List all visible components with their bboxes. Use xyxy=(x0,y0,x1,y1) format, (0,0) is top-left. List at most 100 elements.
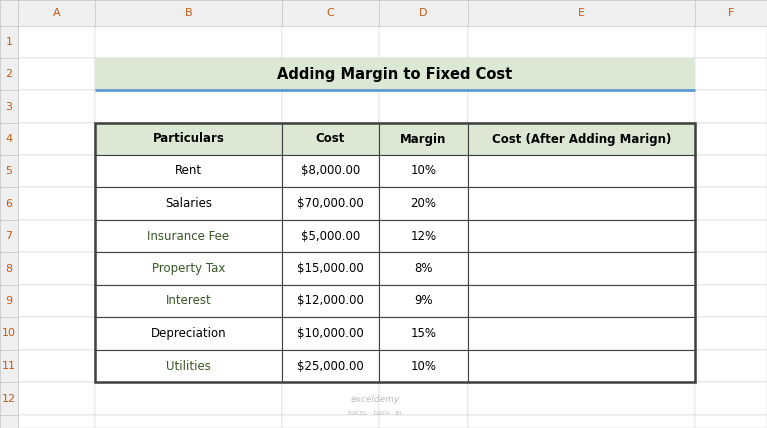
Bar xyxy=(468,187,695,220)
Bar xyxy=(0,285,18,317)
Text: $15,000.00: $15,000.00 xyxy=(297,262,364,275)
Bar xyxy=(379,187,468,220)
Text: E: E xyxy=(578,8,585,18)
Bar xyxy=(379,285,468,317)
Bar xyxy=(695,26,767,58)
Bar xyxy=(95,58,282,90)
Text: Adding Margin to Fixed Cost: Adding Margin to Fixed Cost xyxy=(278,66,512,81)
Bar xyxy=(95,0,282,26)
Text: Rent: Rent xyxy=(175,164,202,178)
Bar xyxy=(0,123,18,155)
Bar xyxy=(468,58,695,90)
Bar xyxy=(18,155,95,187)
Text: 8%: 8% xyxy=(414,262,433,275)
Bar xyxy=(468,90,695,123)
Bar xyxy=(695,415,767,428)
Bar xyxy=(282,58,379,90)
Text: 12: 12 xyxy=(2,393,16,404)
Bar xyxy=(95,220,282,252)
Text: C: C xyxy=(327,8,334,18)
Bar xyxy=(379,252,468,285)
Text: $8,000.00: $8,000.00 xyxy=(301,164,360,178)
Text: 10: 10 xyxy=(2,329,16,339)
Bar xyxy=(0,0,18,26)
Bar xyxy=(282,317,379,350)
Text: 11: 11 xyxy=(2,361,16,371)
Bar xyxy=(695,0,767,26)
Text: 10%: 10% xyxy=(410,360,436,372)
Bar xyxy=(18,317,95,350)
Bar xyxy=(468,285,695,317)
Bar xyxy=(0,382,18,415)
Bar xyxy=(95,187,282,220)
Bar xyxy=(379,155,468,187)
Bar xyxy=(18,58,95,90)
Bar xyxy=(282,350,379,382)
Text: Cost: Cost xyxy=(316,133,345,146)
Bar xyxy=(0,155,18,187)
Bar xyxy=(0,187,18,220)
Text: $70,000.00: $70,000.00 xyxy=(297,197,364,210)
Bar xyxy=(95,123,282,155)
Bar xyxy=(695,220,767,252)
Text: 15%: 15% xyxy=(410,327,436,340)
Text: 20%: 20% xyxy=(410,197,436,210)
Bar xyxy=(282,155,379,187)
Bar xyxy=(468,0,695,26)
Bar xyxy=(95,90,282,123)
Text: Margin: Margin xyxy=(400,133,446,146)
Text: $12,000.00: $12,000.00 xyxy=(297,294,364,307)
Bar xyxy=(95,285,282,317)
Text: 5: 5 xyxy=(5,166,12,176)
Bar xyxy=(379,350,468,382)
Bar xyxy=(95,382,282,415)
Text: Depreciation: Depreciation xyxy=(150,327,226,340)
Bar xyxy=(695,382,767,415)
Bar xyxy=(95,350,282,382)
Text: D: D xyxy=(420,8,428,18)
Bar xyxy=(282,382,379,415)
Bar xyxy=(282,252,379,285)
Bar xyxy=(282,187,379,220)
Bar xyxy=(379,123,468,155)
Bar xyxy=(18,0,95,26)
Bar xyxy=(0,415,18,428)
Text: $25,000.00: $25,000.00 xyxy=(297,360,364,372)
Text: Utilities: Utilities xyxy=(166,360,211,372)
Text: 9: 9 xyxy=(5,296,12,306)
Text: $5,000.00: $5,000.00 xyxy=(301,229,360,243)
Bar xyxy=(95,252,282,285)
Bar xyxy=(18,123,95,155)
Text: 2: 2 xyxy=(5,69,12,79)
Bar xyxy=(695,350,767,382)
Bar xyxy=(468,382,695,415)
Bar xyxy=(282,285,379,317)
Bar xyxy=(95,26,282,58)
Bar xyxy=(468,187,695,220)
Bar xyxy=(282,155,379,187)
Bar xyxy=(379,90,468,123)
Bar xyxy=(379,220,468,252)
Bar xyxy=(468,123,695,155)
Bar xyxy=(18,350,95,382)
Bar xyxy=(282,350,379,382)
Bar xyxy=(0,317,18,350)
Text: 4: 4 xyxy=(5,134,12,144)
Bar xyxy=(282,123,379,155)
Bar xyxy=(468,317,695,350)
Bar xyxy=(468,415,695,428)
Bar xyxy=(95,317,282,350)
Bar xyxy=(379,26,468,58)
Bar xyxy=(0,252,18,285)
Bar xyxy=(379,317,468,350)
Bar xyxy=(695,317,767,350)
Bar xyxy=(468,350,695,382)
Text: A: A xyxy=(53,8,61,18)
Bar xyxy=(379,123,468,155)
Bar xyxy=(95,58,695,90)
Bar xyxy=(379,285,468,317)
Bar xyxy=(468,252,695,285)
Bar xyxy=(282,220,379,252)
Bar xyxy=(379,252,468,285)
Text: Insurance Fee: Insurance Fee xyxy=(147,229,229,243)
